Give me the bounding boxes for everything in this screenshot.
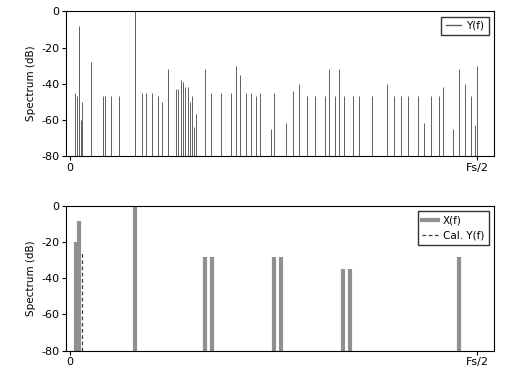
Y-axis label: Spectrum (dB): Spectrum (dB) — [25, 46, 36, 122]
Legend: X(f), Cal. Y(f): X(f), Cal. Y(f) — [418, 211, 489, 245]
Y-axis label: Spectrum (dB): Spectrum (dB) — [25, 240, 36, 316]
Legend: Y(f): Y(f) — [441, 17, 489, 35]
